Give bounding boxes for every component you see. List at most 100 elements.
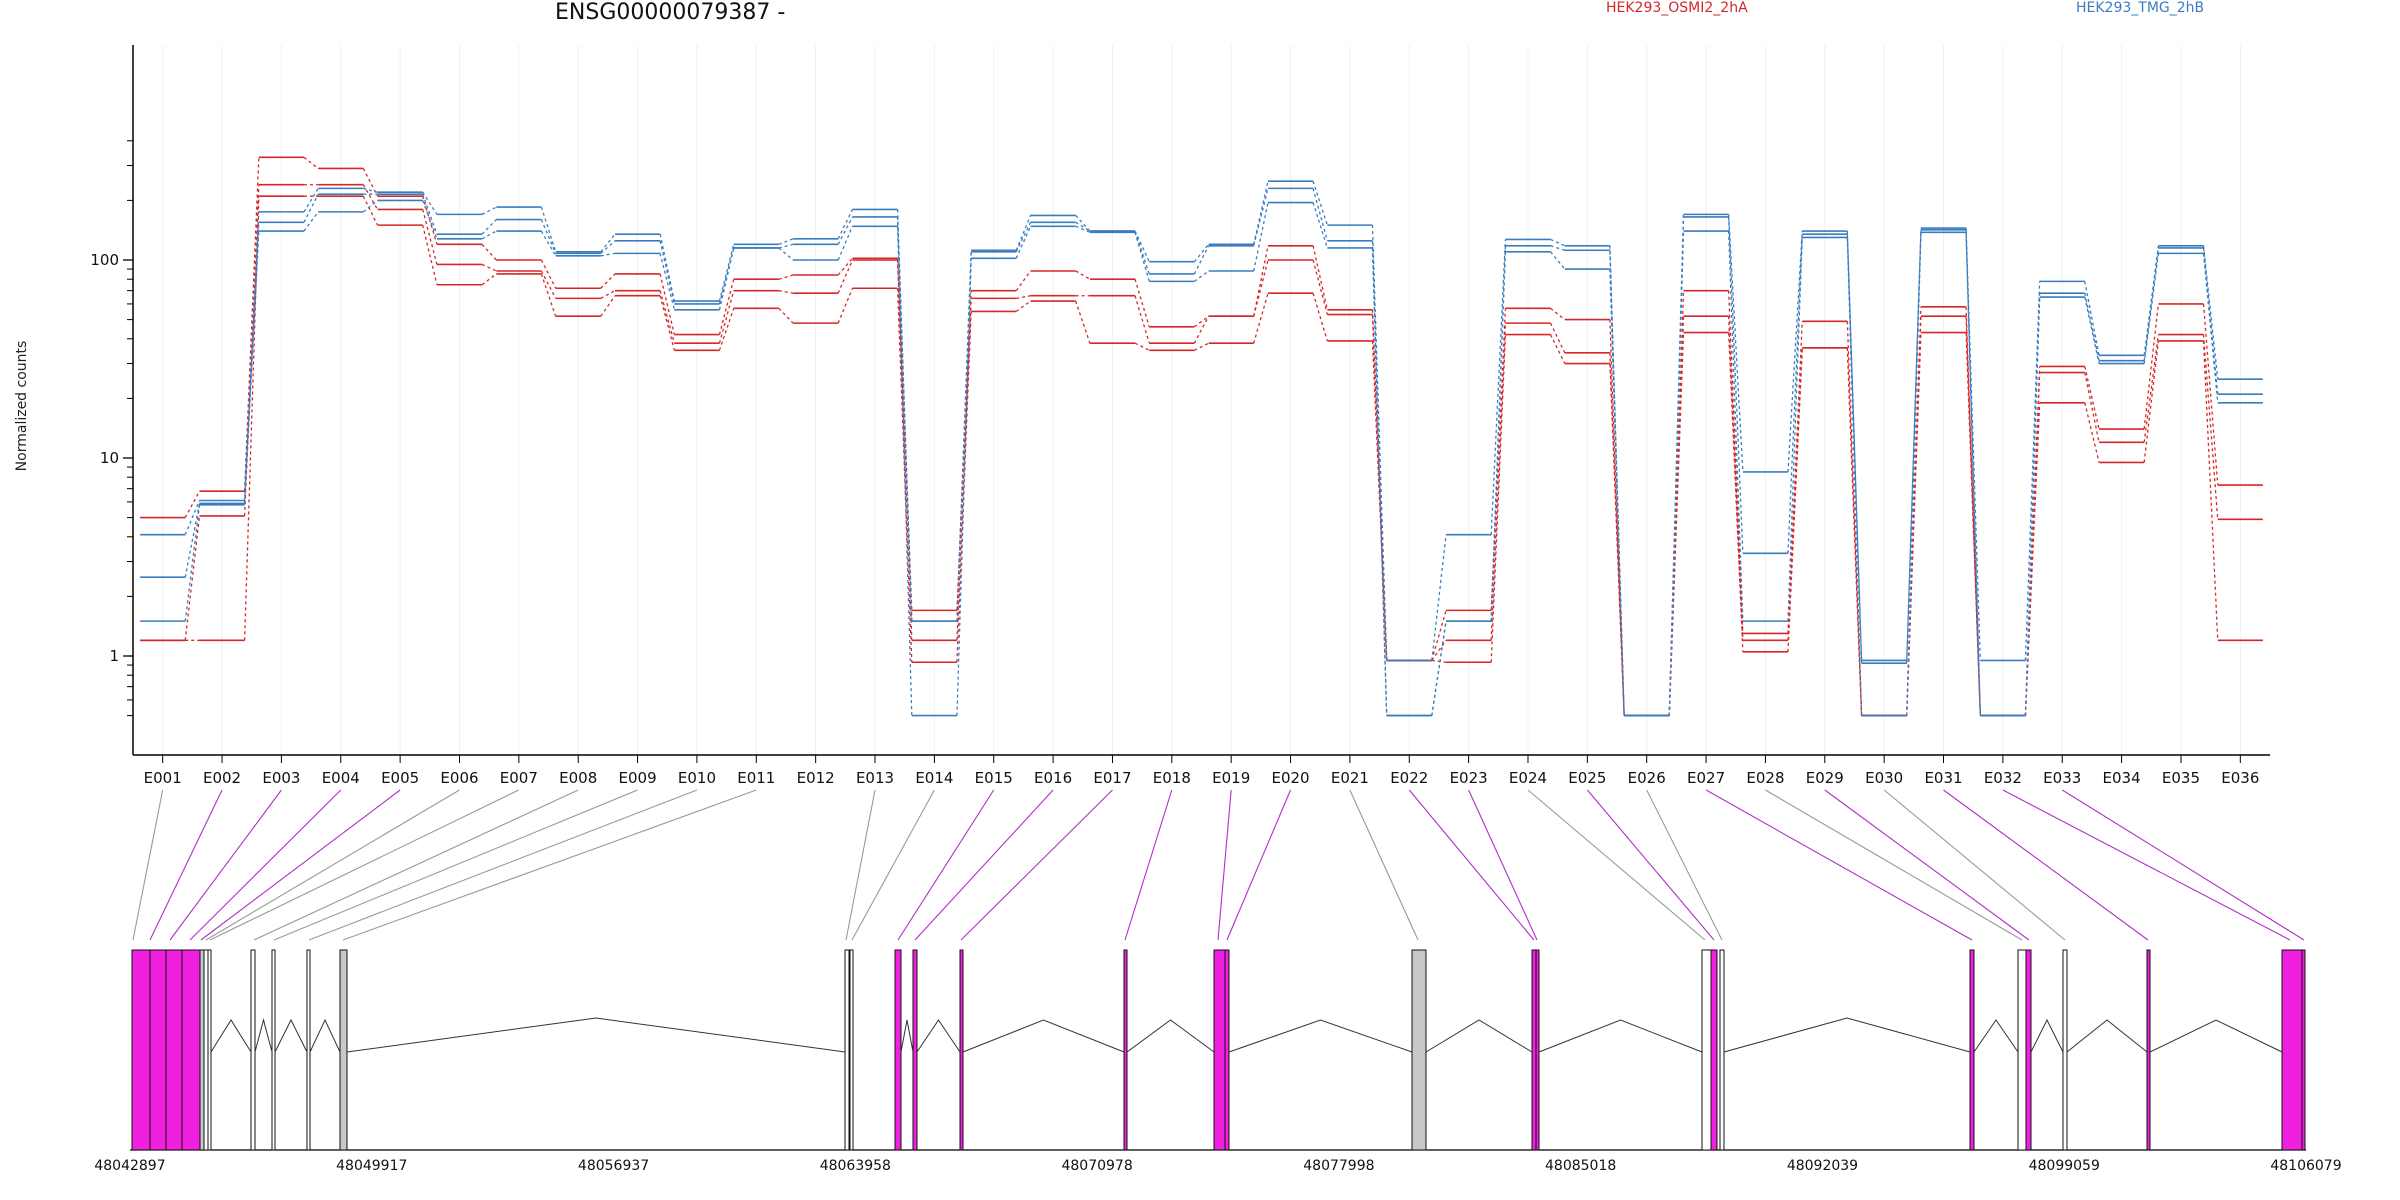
exon-connector bbox=[169, 789, 282, 941]
series-connector bbox=[2202, 253, 2219, 403]
series-connector bbox=[1490, 239, 1507, 535]
series-connector bbox=[837, 259, 854, 294]
series-connector bbox=[1015, 226, 1032, 259]
series-connector bbox=[718, 244, 735, 302]
series-connector bbox=[896, 288, 913, 663]
series-connector bbox=[540, 230, 557, 257]
series-connector bbox=[2202, 245, 2219, 380]
exon-box bbox=[131, 949, 151, 1151]
series-connector bbox=[1727, 216, 1744, 554]
series-connector bbox=[2202, 303, 2219, 486]
series-connector bbox=[1134, 232, 1150, 282]
series-connector bbox=[600, 273, 616, 289]
series-connector bbox=[243, 157, 260, 492]
series-connector bbox=[303, 156, 319, 169]
exon-box bbox=[250, 949, 256, 1151]
series-connector bbox=[837, 226, 854, 261]
exon-box bbox=[1213, 949, 1227, 1151]
exon-connector bbox=[1226, 789, 1292, 941]
exon-box bbox=[1719, 949, 1725, 1151]
series-connector bbox=[481, 243, 497, 261]
x-tick-label: E031 bbox=[1924, 769, 1962, 787]
exon-box bbox=[1224, 949, 1230, 1151]
series-connector bbox=[303, 211, 319, 232]
series-connector bbox=[718, 290, 735, 344]
series-connector bbox=[184, 515, 201, 641]
series-connector bbox=[2143, 247, 2160, 361]
series-connector bbox=[1015, 222, 1032, 253]
series-connector bbox=[243, 211, 260, 501]
series-connector bbox=[1431, 659, 1447, 663]
series-connector bbox=[2084, 366, 2100, 430]
x-tick-label: E004 bbox=[322, 769, 360, 787]
series-connector bbox=[2084, 296, 2100, 364]
series-connector bbox=[1431, 534, 1447, 661]
series-connector bbox=[659, 253, 676, 311]
exon-connector bbox=[1527, 789, 1706, 941]
x-tick-label: E025 bbox=[1568, 769, 1606, 787]
series-connector bbox=[540, 259, 557, 289]
exon-box bbox=[2281, 949, 2303, 1151]
series-connector bbox=[1253, 188, 1269, 246]
series-connector bbox=[1490, 323, 1507, 641]
exon-connector bbox=[1586, 789, 1715, 941]
exon-connector bbox=[1349, 789, 1419, 941]
series-connector bbox=[1550, 245, 1565, 251]
series-6 bbox=[140, 199, 2263, 717]
axes bbox=[132, 45, 2270, 756]
series-connector bbox=[540, 206, 557, 253]
series-connector bbox=[956, 251, 972, 622]
gene-axis-label: 48077998 bbox=[1303, 1158, 1374, 1174]
exon-box bbox=[2062, 949, 2068, 1151]
exon-connector bbox=[253, 789, 579, 941]
series-5 bbox=[140, 187, 2263, 717]
intron-line bbox=[1538, 1019, 1703, 1053]
intron-line bbox=[309, 1018, 341, 1053]
exon-box bbox=[2146, 949, 2151, 1151]
x-tick-label: E016 bbox=[1034, 769, 1072, 787]
exon-connector bbox=[1646, 789, 1723, 941]
exon-box bbox=[1535, 949, 1540, 1151]
x-tick-label: E021 bbox=[1331, 769, 1369, 787]
exon-box bbox=[894, 949, 902, 1151]
series-connector bbox=[2024, 297, 2041, 716]
series-connector bbox=[778, 307, 794, 324]
series-connector bbox=[718, 247, 735, 305]
series-connector bbox=[2202, 340, 2219, 641]
series-connector bbox=[1490, 251, 1507, 622]
intron-line bbox=[962, 1019, 1125, 1053]
x-tick-label: E034 bbox=[2103, 769, 2141, 787]
series-connector bbox=[718, 308, 735, 351]
exon-box bbox=[199, 949, 205, 1151]
series-connector bbox=[600, 233, 616, 253]
series-connector bbox=[1371, 225, 1388, 661]
series-connector bbox=[1075, 221, 1091, 232]
series-connector bbox=[1550, 251, 1566, 270]
series-connector bbox=[1312, 202, 1328, 249]
exon-box bbox=[2025, 949, 2032, 1151]
series-connector bbox=[1075, 300, 1091, 344]
series-connector bbox=[1609, 269, 1625, 716]
exon-box bbox=[1969, 949, 1975, 1151]
series-connector bbox=[1193, 270, 1210, 282]
exon-box bbox=[165, 949, 183, 1151]
gene-axis-label: 48056937 bbox=[578, 1158, 649, 1174]
series-connector bbox=[2143, 303, 2160, 430]
exon-connector bbox=[189, 789, 342, 941]
series-connector bbox=[1787, 237, 1803, 622]
series-connector bbox=[422, 224, 438, 285]
x-tick-label: E002 bbox=[203, 769, 241, 787]
series-connector bbox=[1312, 292, 1328, 342]
series-connector bbox=[540, 270, 557, 299]
vertical-gridlines bbox=[162, 45, 2241, 755]
gene-axis-label: 48106079 bbox=[2270, 1158, 2341, 1174]
exon-connector bbox=[897, 789, 995, 941]
series-connector bbox=[1015, 270, 1032, 292]
intron-line bbox=[2066, 1019, 2148, 1053]
exon-box bbox=[306, 949, 311, 1151]
series-connector bbox=[422, 191, 438, 215]
x-tick-label: E030 bbox=[1865, 769, 1903, 787]
series-connector bbox=[422, 196, 438, 245]
series-connector bbox=[778, 247, 794, 261]
